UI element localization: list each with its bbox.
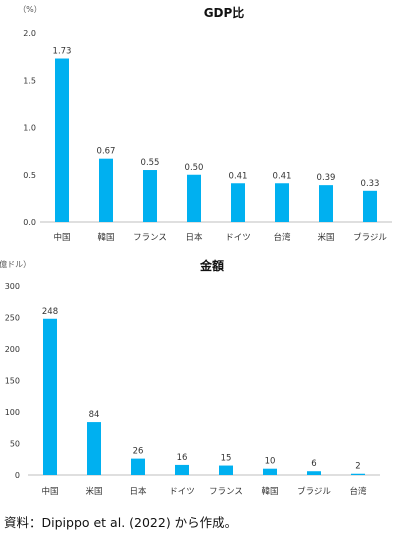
chart-gdp-ytick-label: 1.0 [23, 124, 36, 133]
chart-amount-data-label: 15 [221, 454, 232, 464]
chart-amount-data-label: 84 [89, 410, 100, 420]
chart-gdp-bar [275, 183, 289, 222]
chart-amount-bar [307, 471, 321, 475]
chart-amount-bar [131, 458, 145, 475]
chart-gdp-bar [99, 158, 113, 222]
chart-amount-category-label: ブラジル [297, 486, 331, 497]
source-note: 資料：Dipippo et al. (2022) から作成。 [4, 515, 238, 530]
chart-amount-ytick-label: 300 [5, 282, 20, 291]
chart-gdp-ytick-label: 0.0 [23, 218, 36, 227]
chart-gdp-category-label: ブラジル [353, 232, 387, 243]
chart-gdp-category-label: 日本 [185, 232, 203, 243]
chart-amount-bar [43, 318, 57, 475]
chart-gdp-category-label: フランス [133, 233, 167, 243]
chart-gdp-category-label: ドイツ [225, 233, 251, 243]
chart-gdp-unit-label: （%） [18, 5, 42, 14]
chart-amount-category-label: フランス [209, 487, 243, 497]
chart-amount-title: 金額 [199, 258, 224, 273]
chart-amount-ytick-label: 100 [5, 408, 20, 417]
chart-amount-data-label: 6 [311, 459, 316, 469]
chart-gdp-category-label: 韓国 [97, 232, 114, 243]
chart-amount-data-label: 2 [355, 462, 360, 472]
chart-amount-category-label: 日本 [129, 486, 147, 497]
chart-amount-ytick-label: 200 [5, 345, 20, 354]
chart-gdp-data-label: 0.55 [141, 158, 160, 168]
chart-amount-data-label: 10 [265, 457, 276, 467]
chart-amount-category-label: ドイツ [169, 487, 195, 497]
chart-gdp-data-label: 0.67 [97, 147, 116, 157]
chart-amount-bar [219, 465, 233, 475]
chart-gdp-category-label: 中国 [53, 232, 70, 243]
chart-amount-category-label: 中国 [41, 486, 58, 497]
chart-gdp-data-label: 1.73 [53, 47, 72, 57]
chart-amount-category-label: 韓国 [261, 486, 278, 497]
chart-gdp-data-label: 0.39 [317, 173, 336, 183]
chart-gdp-bar [231, 183, 245, 222]
chart-amount-ytick-label: 50 [10, 440, 20, 449]
chart-gdp-category-label: 台湾 [273, 232, 291, 243]
chart-amount-data-label: 26 [133, 447, 144, 457]
chart-amount-category-label: 米国 [85, 486, 102, 497]
chart-amount-bar [351, 473, 365, 475]
chart-amount-unit-label: （10億ドル） [0, 259, 31, 269]
chart-amount-bar [87, 422, 101, 475]
chart-amount-ytick-label: 250 [5, 314, 20, 323]
chart-amount-data-label: 16 [177, 453, 188, 463]
chart-gdp-data-label: 0.50 [185, 163, 204, 173]
chart-amount-bar [175, 464, 189, 475]
chart-gdp-bar [143, 170, 157, 222]
chart-gdp-category-label: 米国 [317, 232, 334, 243]
chart-gdp-ytick-label: 2.0 [23, 29, 36, 38]
chart-gdp-bar [55, 58, 69, 222]
chart-gdp-bar [363, 190, 377, 222]
chart-amount-ytick-label: 150 [5, 377, 20, 386]
chart-gdp-data-label: 0.33 [361, 179, 380, 189]
chart-gdp-data-label: 0.41 [229, 171, 248, 181]
chart-gdp-data-label: 0.41 [273, 171, 292, 181]
chart-amount-data-label: 248 [42, 307, 58, 317]
chart-gdp-title: GDP比 [204, 5, 245, 20]
chart-gdp-ytick-label: 1.5 [23, 76, 36, 85]
chart-gdp-bar [319, 185, 333, 222]
chart-amount-category-label: 台湾 [349, 486, 367, 497]
chart-amount-ytick-label: 0 [15, 471, 20, 480]
chart-amount-bar [263, 468, 277, 475]
chart-gdp-ytick-label: 0.5 [23, 171, 36, 180]
chart-gdp-bar [187, 174, 201, 222]
